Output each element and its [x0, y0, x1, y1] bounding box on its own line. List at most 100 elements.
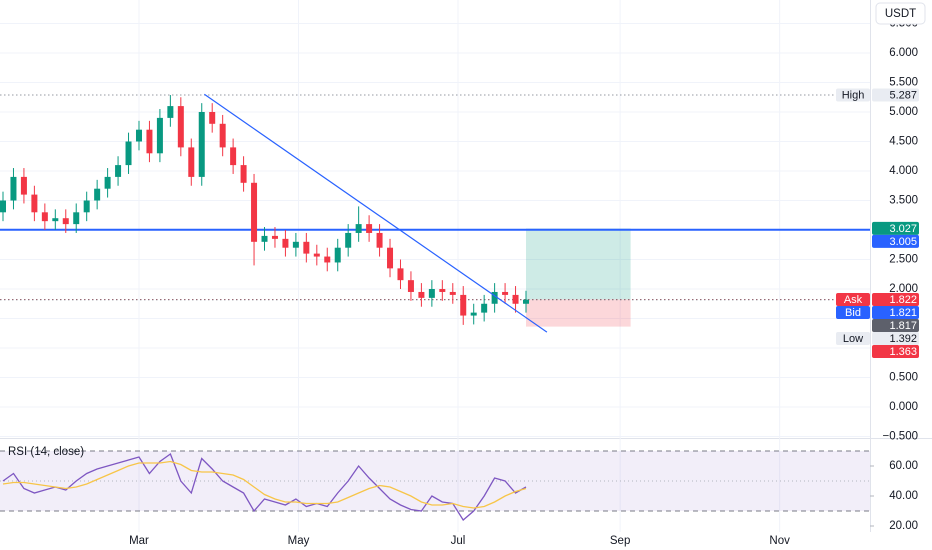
position-stop	[526, 299, 631, 327]
price-tag	[872, 345, 919, 359]
y-tick-label: 0.000	[889, 401, 918, 413]
candle-body	[125, 141, 132, 166]
y-tick-label: 20.00	[889, 520, 918, 532]
price-tag-value: 1.821	[889, 307, 917, 319]
y-tick-label: 2.500	[889, 254, 918, 266]
candle-body	[376, 232, 383, 248]
rsi-line	[2, 460, 527, 509]
price-tag-name: Ask	[844, 294, 863, 306]
candle-body	[240, 165, 247, 183]
candle-body	[418, 291, 425, 298]
y-tick-label: 60.00	[889, 460, 918, 472]
candle-body	[428, 289, 435, 298]
candle-body	[209, 111, 216, 124]
y-tick-label: 6.000	[889, 47, 918, 59]
price-tag-value: 3.027	[889, 223, 917, 235]
candle-body	[115, 165, 122, 177]
candle-body	[156, 117, 163, 154]
candle-body	[94, 188, 101, 201]
price-tag	[872, 319, 919, 333]
x-tick-label: Mar	[129, 535, 149, 547]
y-tick-label: 5.500	[889, 77, 918, 89]
x-tick-label: May	[288, 535, 310, 547]
candle-body	[167, 106, 174, 118]
candle-body	[313, 253, 320, 257]
candle-body	[512, 294, 519, 304]
candle-body	[491, 291, 498, 304]
price-tag-value: 1.392	[889, 333, 917, 345]
y-tick-label: 3.500	[889, 195, 918, 207]
candle-body	[230, 147, 237, 166]
price-tag	[872, 306, 919, 320]
candle-body	[523, 299, 530, 304]
candle-body	[292, 241, 299, 248]
price-tag-value: 5.287	[889, 89, 917, 101]
candle-body	[449, 291, 456, 295]
price-tag-value: 1.817	[889, 320, 917, 332]
candle-body	[345, 232, 352, 248]
price-tag-value: 1.822	[889, 294, 917, 306]
price-tag-name: Bid	[845, 307, 861, 319]
candle-body	[62, 218, 69, 225]
candle-body	[41, 212, 48, 222]
candle-body	[271, 235, 278, 239]
price-tag-name: Low	[843, 333, 863, 345]
candle-body	[334, 247, 341, 263]
trendline	[204, 93, 548, 333]
candle-body	[31, 194, 38, 213]
candle-body	[303, 241, 310, 254]
candle-body	[502, 291, 509, 295]
price-tag-name-box	[836, 332, 870, 346]
y-tick-label: 2.000	[889, 283, 918, 295]
candle-body	[407, 280, 414, 292]
y-tick-label: −0.500	[883, 431, 919, 443]
candle-body	[387, 247, 394, 269]
candle-body	[135, 129, 142, 142]
x-tick-label: Jul	[451, 535, 466, 547]
price-tag-name-box	[836, 88, 870, 102]
rsi-title: RSI (14, close)	[8, 446, 84, 458]
y-tick-label: 0.500	[889, 372, 918, 384]
candle-body	[52, 218, 59, 222]
candle-body	[460, 294, 467, 316]
candle-body	[0, 200, 7, 213]
candle-body	[366, 224, 373, 233]
x-tick-label: Sep	[610, 535, 630, 547]
candle-body	[83, 200, 90, 213]
currency-button[interactable]	[875, 2, 926, 25]
price-tag	[872, 234, 919, 248]
y-tick-label: 4.500	[889, 136, 918, 148]
candle-body	[198, 111, 205, 177]
candle-body	[481, 303, 488, 313]
candle-body	[20, 176, 27, 195]
candle-body	[188, 147, 195, 177]
price-tag-value: 3.005	[889, 236, 917, 248]
candle-body	[10, 176, 17, 201]
candle-body	[282, 238, 289, 248]
y-tick-label: 4.000	[889, 165, 918, 177]
price-tag	[872, 88, 919, 102]
candle-body	[251, 182, 258, 242]
candle-body	[177, 106, 184, 148]
rsi-line	[2, 452, 527, 521]
position-target	[526, 228, 631, 300]
candle-body	[219, 123, 226, 148]
candle-body	[324, 256, 331, 263]
y-tick-label: 5.000	[889, 106, 918, 118]
price-tag	[872, 293, 919, 307]
price-tag	[872, 332, 919, 346]
candle-body	[261, 235, 268, 242]
y-tick-label: 40.00	[889, 490, 918, 502]
candle-body	[104, 176, 111, 189]
candle-body	[439, 289, 446, 292]
candle-body	[355, 224, 362, 233]
currency[interactable]: USDT	[885, 8, 916, 20]
candle-body	[146, 129, 153, 154]
candle-body	[397, 268, 404, 281]
candle-body	[470, 312, 477, 316]
price-tag-name-box	[836, 293, 870, 307]
price-tag-name-box	[836, 306, 870, 320]
